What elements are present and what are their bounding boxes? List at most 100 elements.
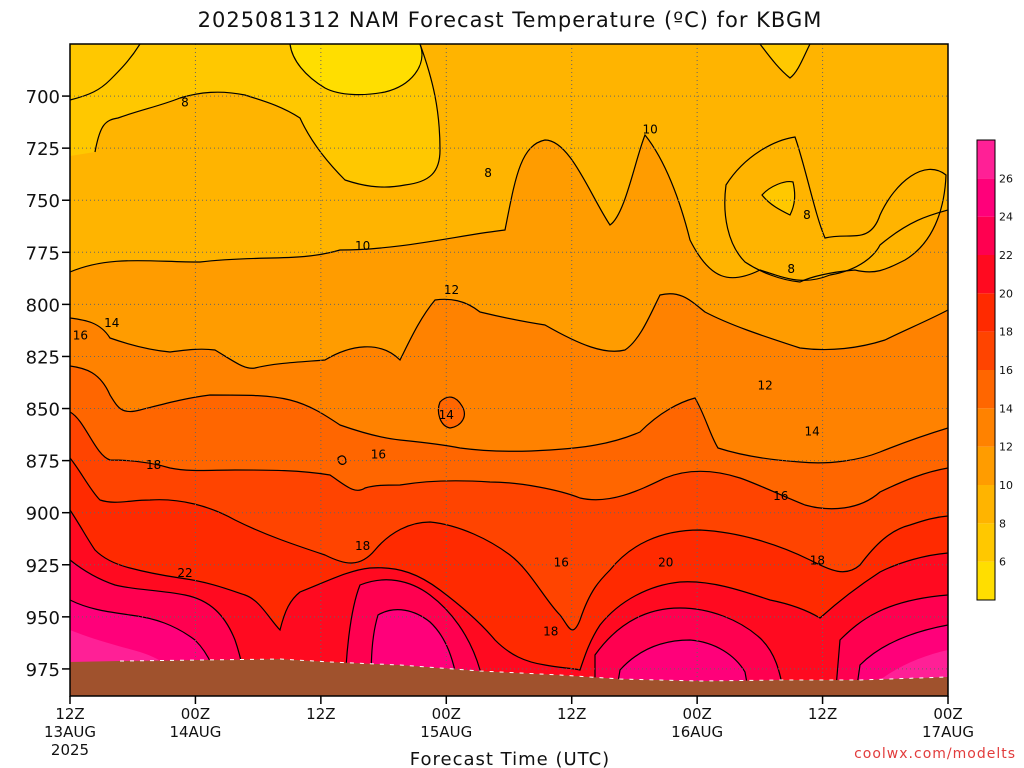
colorbar-frame: [976, 139, 996, 601]
colorbar-swatch: [977, 293, 995, 332]
contour-label: 12: [444, 283, 459, 297]
colorbar-tick-label: 24: [999, 211, 1013, 224]
contour-label: 20: [658, 556, 673, 570]
y-tick-label: 700: [26, 87, 60, 108]
contour-labels: 8 8 10 8 8 10 12 12 14 14 14 16 16 16 18 18 18 18 16 20 22: [73, 95, 825, 638]
credit-link[interactable]: coolwx.com/modelts: [854, 746, 1016, 762]
y-tick-label: 950: [26, 608, 60, 629]
contour-line-14-island: [437, 396, 465, 429]
band-6-8-small: [762, 181, 795, 215]
x-tick-label: 12Z: [808, 705, 837, 723]
contour-line-24-d: [854, 624, 948, 696]
y-tick-label: 900: [26, 504, 60, 525]
contour-label: 16: [554, 556, 569, 570]
contour-line-22-d: [834, 594, 948, 696]
colorbar-tick-label: 6: [999, 556, 1006, 569]
x-tick-date: 15AUG: [420, 723, 472, 741]
x-tick-label: 12Z: [306, 705, 335, 723]
x-tick-label: 12Z: [55, 705, 84, 723]
contour-line-6-small: [761, 181, 796, 216]
contour-lines: [70, 44, 948, 696]
contour-label: 14: [804, 424, 819, 438]
colorbar-swatch: [977, 216, 995, 255]
contour-label: 8: [484, 166, 492, 180]
contour-label: 18: [355, 539, 370, 553]
x-axis-title: Forecast Time (UTC): [410, 749, 610, 768]
x-tick-label: 12Z: [557, 705, 586, 723]
colorbar-tick-label: 10: [999, 479, 1013, 492]
colorbar-tick-label: 22: [999, 249, 1013, 262]
contour-line-8-top-right: [759, 44, 811, 79]
colorbar-swatch: [977, 485, 995, 524]
contour-line-24-c: [615, 639, 750, 696]
band-14-16-island: [438, 397, 465, 428]
contour-line-8: [94, 44, 441, 188]
ground-edge: [119, 658, 949, 682]
colorbar-tick-label: 16: [999, 364, 1013, 377]
colorbar-swatch: [977, 408, 995, 447]
contour-label: 14: [439, 408, 454, 422]
colorbar: 6 8 10 12 14 16 18 20 22 24 26: [976, 139, 1013, 601]
contour-label: 14: [104, 316, 119, 330]
contour-line-12: [70, 293, 948, 369]
y-tick-label: 825: [26, 347, 60, 368]
colorbar-swatch: [977, 523, 995, 562]
y-tick-label: 875: [26, 452, 60, 473]
band-8-10-right: [724, 137, 946, 282]
x-tick-date: 17AUG: [922, 723, 974, 741]
x-tick-year: 2025: [51, 741, 89, 759]
y-tick-label: 800: [26, 295, 60, 316]
colorbar-swatch: [977, 561, 995, 600]
y-tick-label: 975: [26, 660, 60, 681]
contour-label: 10: [642, 122, 657, 136]
x-tick-date: 14AUG: [169, 723, 221, 741]
contour-line-16-small: [337, 455, 347, 465]
contour-label: 22: [177, 566, 192, 580]
y-tick-label: 925: [26, 556, 60, 577]
colorbar-tick-label: 14: [999, 402, 1013, 415]
y-axis: 700 725 750 775 800 825 850 875 900 925 950 975: [26, 87, 70, 681]
colorbar-swatch: [977, 446, 995, 485]
x-tick-date: 16AUG: [671, 723, 723, 741]
contour-line-14: [70, 365, 948, 464]
contour-label: 8: [803, 208, 811, 222]
x-tick-label: 00Z: [181, 705, 210, 723]
contour-label: 18: [146, 458, 161, 472]
contour-label: 16: [73, 329, 88, 343]
contour-label: 8: [787, 262, 795, 276]
contour-label: 16: [371, 447, 386, 461]
contour-line-22-c: [594, 607, 785, 696]
contour-label: 12: [757, 379, 772, 393]
y-tick-label: 750: [26, 191, 60, 212]
contour-line-18: [70, 457, 948, 631]
y-tick-label: 850: [26, 400, 60, 421]
plot-frame: [69, 43, 949, 697]
band-6-8-right: [760, 44, 810, 78]
contour-line-8-right: [724, 136, 947, 283]
colorbar-tick-label: 12: [999, 441, 1013, 454]
colorbar-swatch: [977, 140, 995, 179]
contour-label: 18: [810, 554, 825, 568]
colorbar-tick-label: 20: [999, 287, 1013, 300]
x-tick-label: 00Z: [432, 705, 461, 723]
contour-line-6: [289, 44, 423, 96]
y-tick-label: 725: [26, 139, 60, 160]
contour-line-24-b: [370, 609, 461, 696]
colorbar-swatch: [977, 331, 995, 370]
colorbar-tick-label: 26: [999, 172, 1013, 185]
colorbar-tick-label: 8: [999, 517, 1006, 530]
y-tick-label: 775: [26, 243, 60, 264]
ground-terrain: [70, 659, 948, 696]
contour-line-22-a: [70, 559, 249, 696]
colorbar-tick-label: 18: [999, 326, 1013, 339]
colorbar-swatch: [977, 178, 995, 217]
contour-line-20: [70, 509, 948, 671]
contour-line-16: [70, 411, 948, 510]
colorbar-swatch: [977, 370, 995, 409]
grid-lines: [70, 44, 948, 696]
x-tick-label: 00Z: [933, 705, 962, 723]
contour-line-22-b: [344, 579, 481, 696]
x-tick-date: 13AUG: [44, 723, 96, 741]
